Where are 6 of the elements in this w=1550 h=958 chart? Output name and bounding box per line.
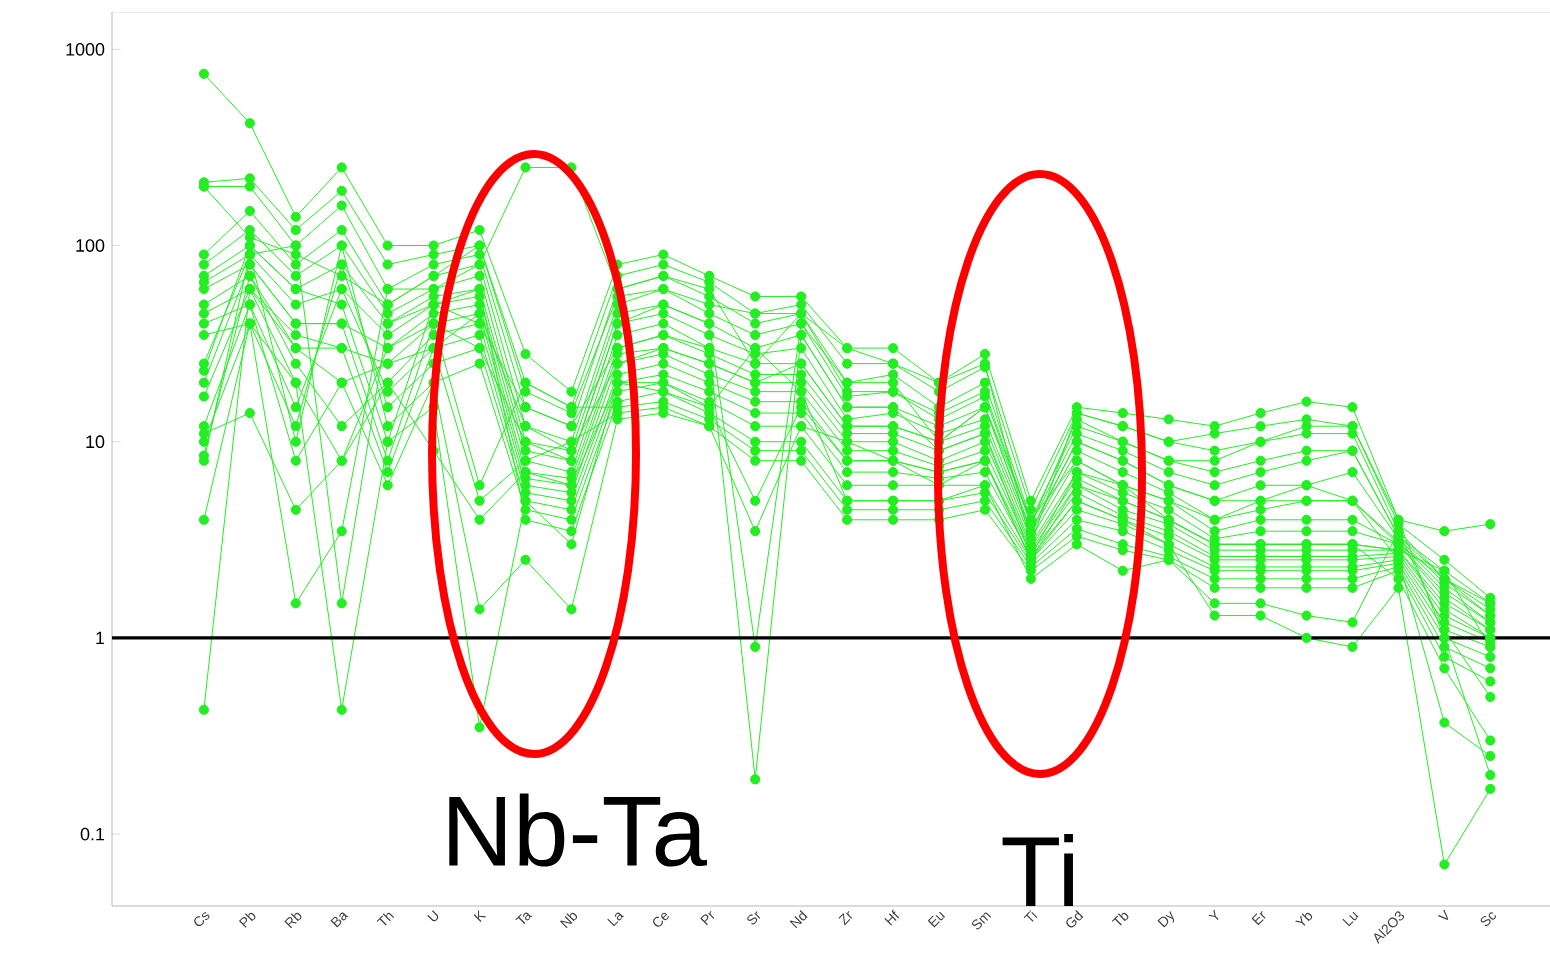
- y-tick-label: 1: [96, 631, 105, 645]
- y-tick-label: 10: [86, 435, 105, 449]
- y-tick-label: 100: [76, 239, 105, 252]
- y-tick-label: 1000: [66, 42, 105, 56]
- annotation: Nb-Ta: [449, 793, 707, 867]
- y-tick-label: 0.1: [80, 827, 105, 841]
